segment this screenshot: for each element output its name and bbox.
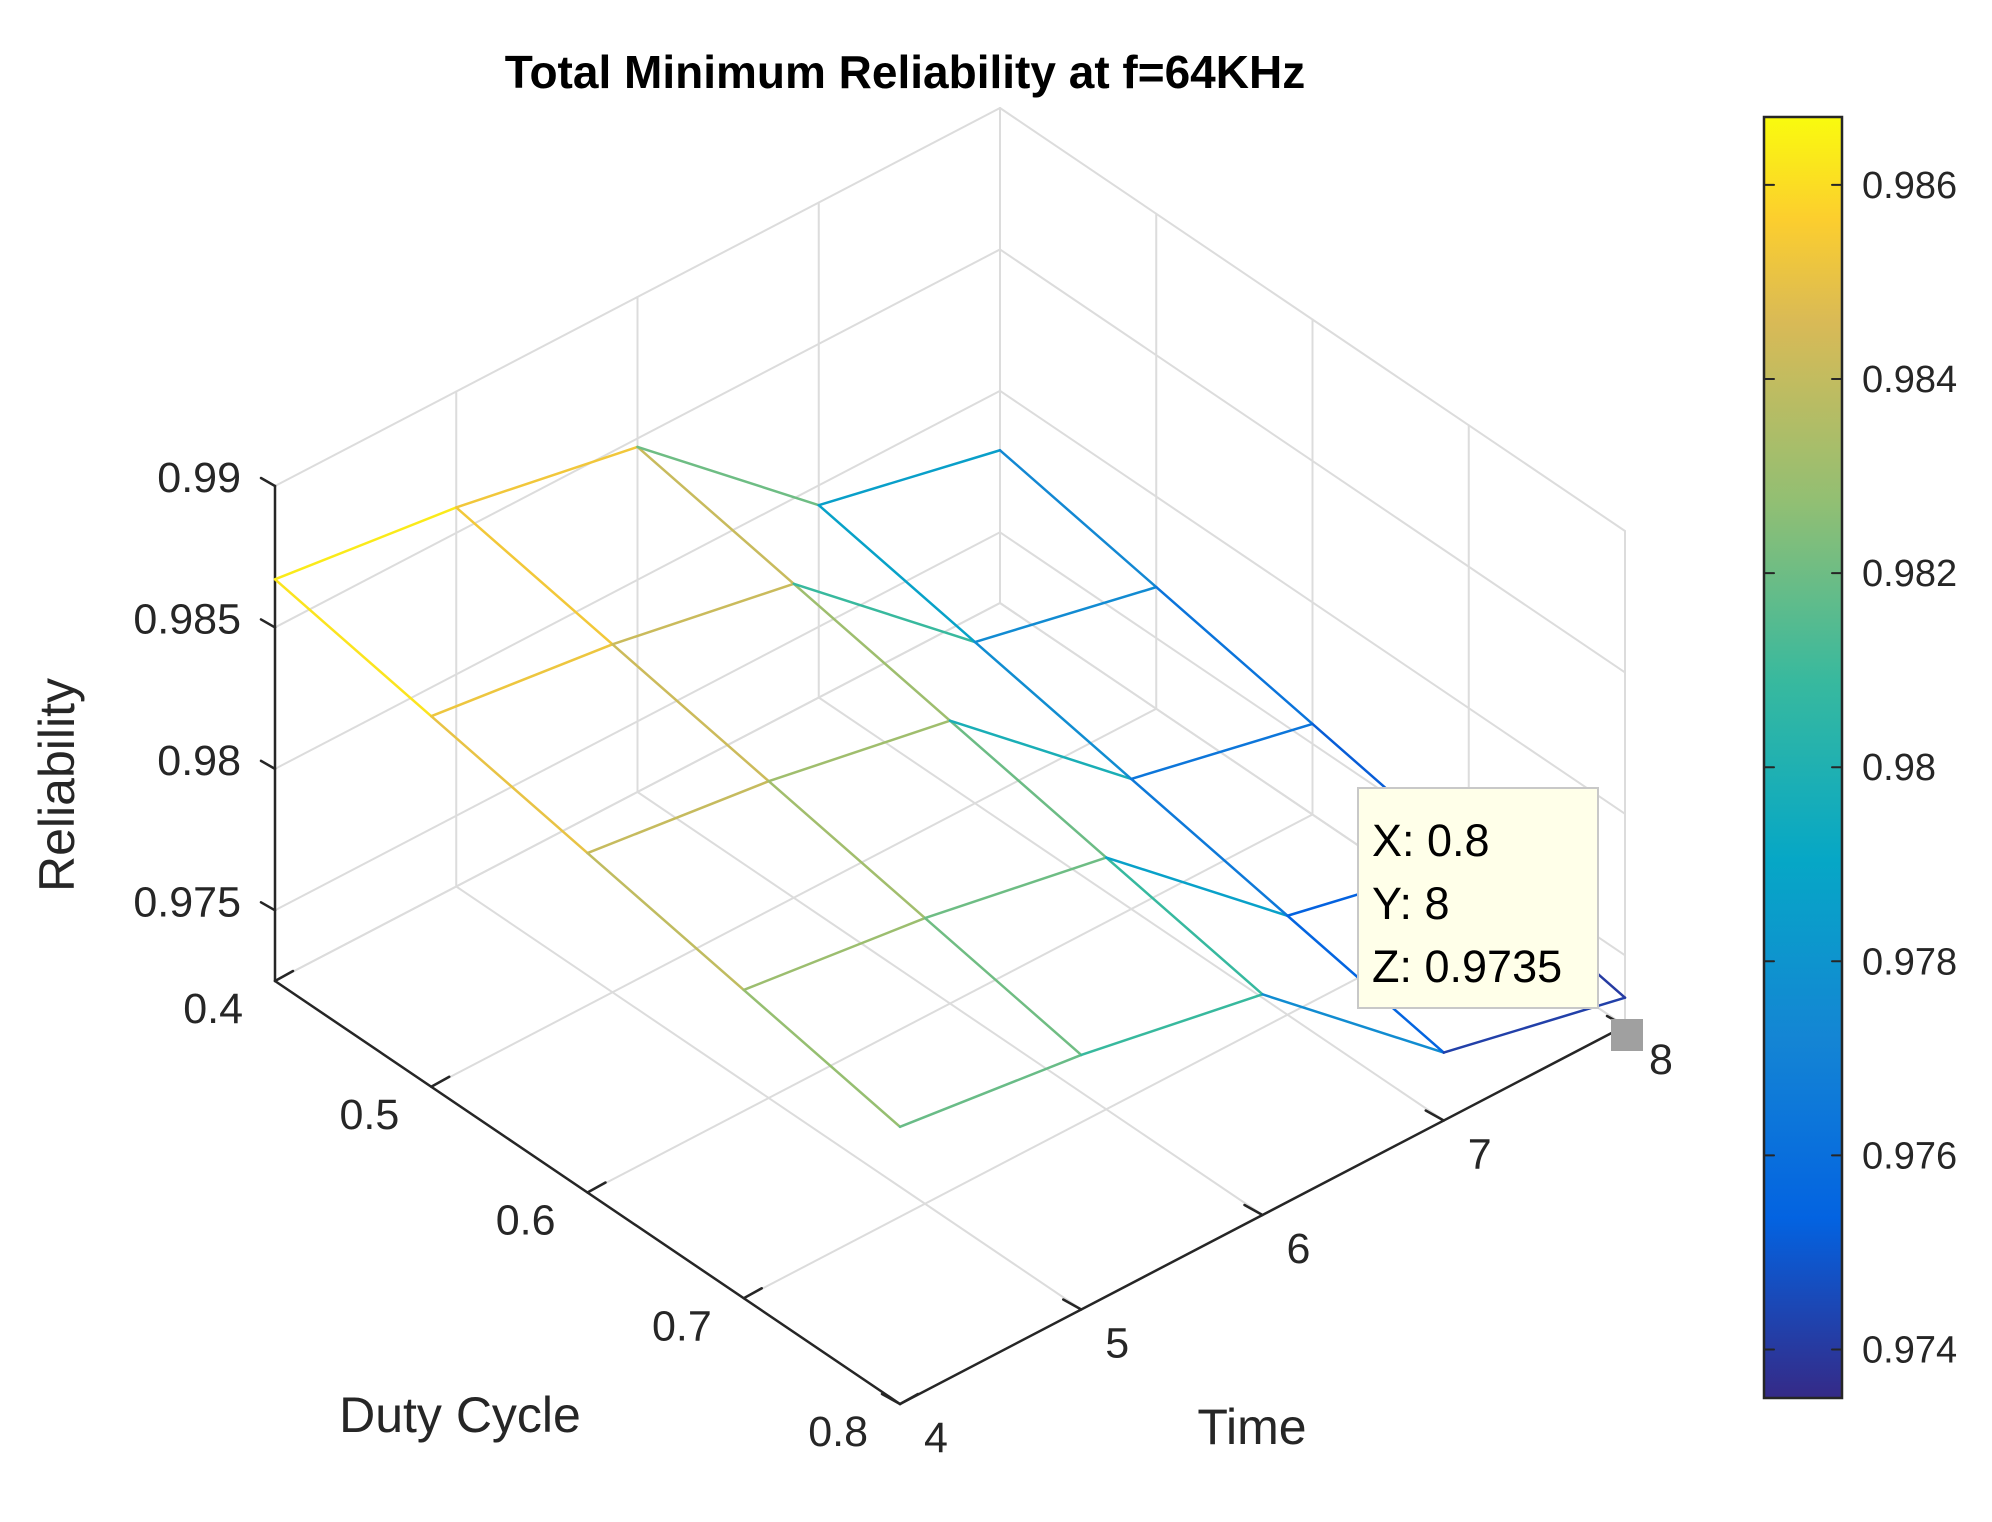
x-tick-label: 0.6 <box>496 1197 556 1245</box>
mesh-edge <box>273 578 433 718</box>
y-tick-label: 7 <box>1468 1131 1492 1179</box>
axes <box>259 476 1627 1406</box>
colorbar: 0.974 0.976 0.978 0.98 0.982 0.984 0.986 <box>1762 115 1957 1400</box>
data-tip-y: Y: 8 <box>1372 878 1450 929</box>
grid-line <box>999 248 1626 674</box>
y-tick-label: 5 <box>1105 1320 1129 1368</box>
z-tick-label: 0.99 <box>157 454 241 502</box>
mesh-edge <box>792 582 952 722</box>
mesh-edge <box>1105 856 1264 996</box>
chart-title: Total Minimum Reliability at f=64KHz <box>505 46 1305 98</box>
colorbar-tick-label: 0.98 <box>1862 747 1936 789</box>
mesh-edge <box>923 856 1108 920</box>
mesh-edge <box>611 643 770 783</box>
colorbar-tick-label: 0.982 <box>1862 553 1957 595</box>
mesh-edge <box>923 916 1083 1057</box>
mesh-edge <box>1080 993 1264 1057</box>
grid-line <box>999 107 1626 532</box>
y-tick-label: 8 <box>1649 1036 1673 1084</box>
mesh-edge <box>948 719 1133 781</box>
mesh-edge <box>817 449 1002 507</box>
x-tick-label: 0.4 <box>183 985 243 1033</box>
colorbar-gradient <box>1762 115 1844 1400</box>
mesh-edge <box>636 445 820 507</box>
z-axis-label: Reliability <box>29 678 85 892</box>
mesh-edge <box>1130 722 1314 781</box>
x-tick-label: 0.8 <box>808 1408 868 1456</box>
x-tick-mark <box>273 969 295 983</box>
data-tip-marker[interactable] <box>1611 1019 1643 1051</box>
mesh-edge <box>742 916 927 992</box>
mesh-edge <box>817 503 977 644</box>
x-tick-label: 0.7 <box>652 1302 712 1350</box>
data-tip-x: X: 0.8 <box>1372 815 1490 866</box>
mesh-edge <box>586 779 770 855</box>
z-tick-mark <box>259 618 277 629</box>
mesh-edge <box>948 719 1108 859</box>
z-tick-mark <box>259 759 277 771</box>
mesh-edge <box>273 506 458 581</box>
grid-line <box>817 696 1445 1122</box>
surface-mesh[interactable] <box>273 445 1627 1129</box>
mesh-edge <box>611 582 795 646</box>
x-tick-mark <box>898 1392 920 1406</box>
mesh-edge <box>973 640 1133 781</box>
mesh-edge <box>792 582 977 644</box>
grid-line <box>274 602 1001 982</box>
colorbar-tick-label: 0.976 <box>1862 1135 1957 1177</box>
mesh-edge <box>455 506 614 646</box>
mesh-edge <box>430 643 614 718</box>
z-tick-label: 0.98 <box>157 737 241 785</box>
mesh-edge <box>430 714 589 855</box>
grid-line <box>455 885 1083 1311</box>
y-tick-mark <box>880 1392 902 1406</box>
x-tick-mark <box>742 1287 763 1300</box>
mesh-edge <box>586 851 745 992</box>
y-tick-label: 4 <box>924 1414 948 1462</box>
data-tip-z: Z: 0.9735 <box>1372 941 1562 992</box>
y-tick-mark <box>1243 1203 1264 1217</box>
mesh-edge <box>1105 856 1289 917</box>
grid-line <box>274 107 1001 487</box>
x-axis-label: Duty Cycle <box>339 1387 581 1443</box>
mesh-edge <box>455 445 639 509</box>
x-tick-mark <box>430 1075 451 1088</box>
mesh-edge <box>973 585 1158 644</box>
colorbar-tick-label: 0.984 <box>1862 359 1957 401</box>
z-tick-label: 0.975 <box>133 878 241 926</box>
y-tick-label: 6 <box>1287 1225 1311 1273</box>
mesh-edge <box>742 988 902 1129</box>
z-tick-label: 0.985 <box>133 595 241 643</box>
grid-line <box>274 389 1001 770</box>
x-tick-label: 0.5 <box>339 1091 399 1139</box>
x-tick-mark <box>586 1181 607 1194</box>
mesh-edge <box>898 1053 1083 1129</box>
data-tip[interactable]: X: 0.8 Y: 8 Z: 0.9735 <box>1357 787 1599 1009</box>
z-tick-mark <box>259 901 277 912</box>
y-tick-mark <box>1062 1298 1083 1311</box>
grid-line <box>274 531 1001 912</box>
mesh-edge <box>1261 993 1445 1054</box>
mesh-edge <box>1155 585 1314 726</box>
grid-line <box>274 248 1001 629</box>
mesh-edge <box>1130 777 1289 917</box>
y-tick-mark <box>1424 1109 1445 1122</box>
z-tick-mark <box>259 476 277 488</box>
mesh-edge <box>636 445 795 586</box>
grid-line <box>999 389 1626 815</box>
y-axis-label: Time <box>1197 1399 1306 1455</box>
grid-line <box>636 791 1264 1216</box>
mesh-edge <box>998 449 1158 589</box>
mesh-edge <box>767 779 927 920</box>
colorbar-tick-label: 0.974 <box>1862 1329 1957 1371</box>
mesh-edge <box>767 719 952 783</box>
colorbar-tick-label: 0.986 <box>1862 165 1957 207</box>
data-tip-box <box>1357 787 1599 1009</box>
colorbar-tick-label: 0.978 <box>1862 941 1957 983</box>
tick-labels: 0.4 0.5 0.6 0.7 0.8 4 5 6 7 8 0.975 0.98 0.985 0.99 <box>133 454 1673 1462</box>
